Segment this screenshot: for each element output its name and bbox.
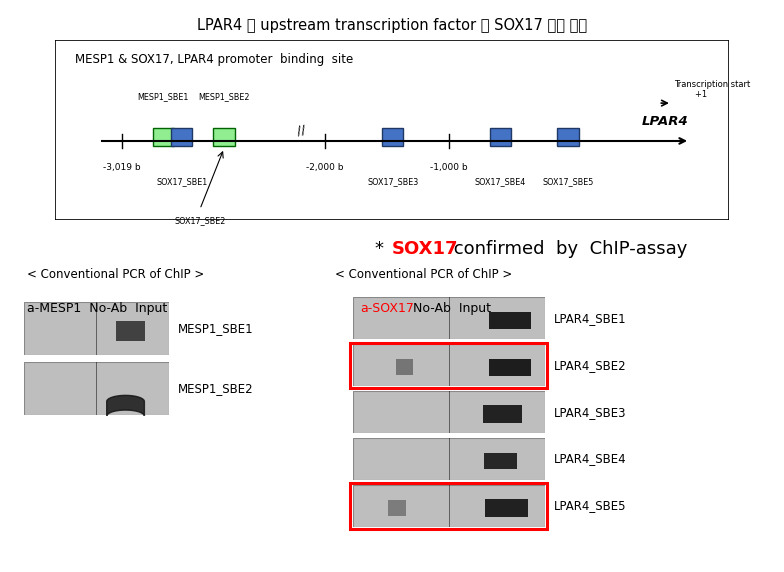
Text: < Conventional PCR of ChIP >: < Conventional PCR of ChIP > [27,268,205,281]
Text: MESP1_SBE1: MESP1_SBE1 [178,322,253,335]
Text: < Conventional PCR of ChIP >: < Conventional PCR of ChIP > [335,268,512,281]
Text: SOX17_SBE1: SOX17_SBE1 [156,177,207,186]
Text: LPAR4_SBE5: LPAR4_SBE5 [554,499,626,513]
Bar [396,359,413,375]
Text: LPAR4_SBE3: LPAR4_SBE3 [554,406,626,419]
Text: //: // [296,123,307,137]
Text: SOX17: SOX17 [392,240,459,258]
Bar [171,128,192,146]
Text: SOX17_SBE3: SOX17_SBE3 [367,177,419,186]
Bar [153,128,174,146]
Text: No-Ab  Input: No-Ab Input [413,302,491,315]
Bar [485,499,528,517]
Text: LPAR4: LPAR4 [641,114,688,128]
Bar [116,321,145,341]
Bar [489,312,532,329]
Text: SOX17_SBE2: SOX17_SBE2 [174,217,226,225]
Text: MESP1_SBE1: MESP1_SBE1 [138,92,189,101]
Text: LPAR4 의 upstream transcription factor 는 SOX17 임을 규명: LPAR4 의 upstream transcription factor 는 … [197,18,587,33]
Text: a-SOX17: a-SOX17 [361,302,415,315]
Text: MESP1_SBE2: MESP1_SBE2 [198,92,250,101]
Text: MESP1 & SOX17, LPAR4 promoter  binding  site: MESP1 & SOX17, LPAR4 promoter binding si… [75,53,354,66]
Bar [484,406,522,423]
Text: confirmed  by  ChIP-assay: confirmed by ChIP-assay [448,240,688,258]
Text: MESP1_SBE2: MESP1_SBE2 [178,382,253,395]
Text: LPAR4_SBE1: LPAR4_SBE1 [554,312,627,325]
Bar [490,128,511,146]
Text: -2,000 b: -2,000 b [306,162,343,172]
Text: *: * [375,240,390,258]
Bar [489,359,532,376]
Text: Transcription start
        +1: Transcription start +1 [673,80,750,99]
Text: SOX17_SBE4: SOX17_SBE4 [475,177,526,186]
Bar [382,128,404,146]
Bar [557,128,579,146]
Bar [388,500,405,516]
Text: SOX17_SBE5: SOX17_SBE5 [543,177,593,186]
Bar [213,128,235,146]
Bar [485,453,517,469]
Text: LPAR4_SBE2: LPAR4_SBE2 [554,359,627,372]
Text: LPAR4_SBE4: LPAR4_SBE4 [554,452,627,466]
Text: -3,019 b: -3,019 b [103,162,141,172]
Text: a-MESP1  No-Ab  Input: a-MESP1 No-Ab Input [27,302,168,315]
Text: -1,000 b: -1,000 b [430,162,468,172]
